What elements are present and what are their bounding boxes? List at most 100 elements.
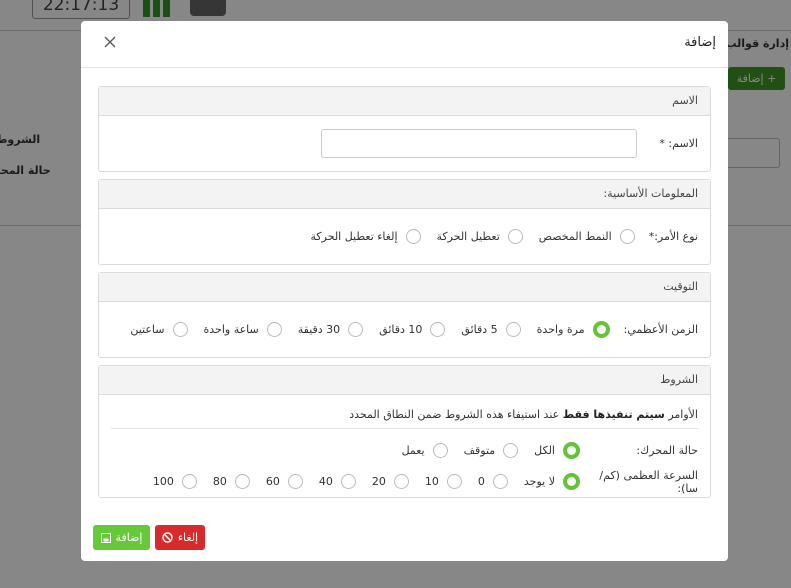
radio-option[interactable]: 0 xyxy=(478,474,508,489)
section-body: الزمن الأعظمي: مرة واحدة 5 دقائق 10 دقائق 30… xyxy=(99,302,710,357)
radio-button[interactable] xyxy=(446,474,462,489)
radio-label: 10 xyxy=(424,475,439,488)
section-title: المعلومات الأساسية: xyxy=(99,180,710,209)
radio-button[interactable] xyxy=(266,322,282,337)
field-row: الاسم: * xyxy=(111,116,698,171)
modal-header: إضافة xyxy=(81,21,728,68)
radio-option[interactable]: 80 xyxy=(213,474,250,489)
radio-option[interactable]: تعطيل الحركة xyxy=(437,229,523,244)
radio-button[interactable] xyxy=(181,474,197,489)
note-text: الأوامر xyxy=(668,408,698,421)
note-text: عند استيفاء هذه الشروط ضمن النطاق المحدد xyxy=(349,408,560,421)
radio-label: تعطيل الحركة xyxy=(436,230,500,243)
radio-button[interactable] xyxy=(348,322,364,337)
radio-option[interactable]: 100 xyxy=(153,474,197,489)
radio-button[interactable] xyxy=(393,474,409,489)
radio-label: متوقف xyxy=(463,444,496,457)
radio-group: الزمن الأعظمي: مرة واحدة 5 دقائق 10 دقائق 30… xyxy=(111,302,698,357)
radio-button[interactable] xyxy=(234,474,250,489)
radio-label: 30 دقيقة xyxy=(297,323,341,336)
radio-button[interactable] xyxy=(432,443,448,458)
play-button[interactable] xyxy=(190,0,226,16)
engine-label: حالة المحر xyxy=(0,164,51,177)
modal-title: إضافة xyxy=(684,35,716,50)
radio-option[interactable]: يعمل xyxy=(402,443,448,458)
radio-button[interactable] xyxy=(287,474,303,489)
radio-button[interactable] xyxy=(505,322,521,337)
radio-option[interactable]: ساعتين xyxy=(130,322,188,337)
cancel-label: إلغاء xyxy=(177,531,199,544)
radio-option[interactable]: إلغاء تعطيل الحركة xyxy=(311,229,421,244)
note-bold: سيتم تنفيذها فقط xyxy=(562,408,665,421)
group-label: الزمن الأعظمي: xyxy=(623,323,698,336)
radio-label: 10 دقائق xyxy=(379,323,423,336)
radio-label: النمط المخصص xyxy=(538,230,612,243)
cancel-icon xyxy=(162,532,173,543)
radio-option[interactable]: 60 xyxy=(266,474,303,489)
section: المعلومات الأساسية: نوع الأمر:* النمط المخ… xyxy=(98,179,711,265)
radio-button[interactable] xyxy=(619,229,635,244)
radio-option[interactable]: مرة واحدة xyxy=(537,321,610,338)
radio-button[interactable] xyxy=(492,474,508,489)
radio-option[interactable]: 40 xyxy=(319,474,356,489)
radio-button[interactable] xyxy=(172,322,188,337)
radio-label: 20 xyxy=(371,475,386,488)
radio-button[interactable] xyxy=(507,229,523,244)
radio-label: 5 دقائق xyxy=(461,323,498,336)
sections: الاسم الاسم: * المعلومات الأساسية: نوع الأم… xyxy=(98,86,711,505)
radio-button[interactable] xyxy=(563,473,580,490)
group-label: نوع الأمر:* xyxy=(648,230,698,243)
radio-label: 40 xyxy=(318,475,333,488)
cancel-button[interactable]: إلغاء xyxy=(155,525,205,550)
close-button[interactable] xyxy=(104,36,116,48)
radio-button[interactable] xyxy=(592,321,610,338)
radio-group: السرعة العظمى (كم/سا): لا يوجد 0 10 20 40 60 80… xyxy=(111,466,698,497)
save-button[interactable]: إضافة xyxy=(93,525,150,550)
radio-button[interactable] xyxy=(563,442,580,459)
section-title: الاسم xyxy=(99,87,710,116)
add-button[interactable]: إضافة + xyxy=(728,67,785,90)
radio-button[interactable] xyxy=(430,322,446,337)
menu-title: إدارة قوالب xyxy=(725,37,790,50)
grid-icon[interactable] xyxy=(143,0,170,17)
section-body: الأوامر سيتم تنفيذها فقط عند استيفاء هذه… xyxy=(99,395,710,497)
section: الاسم الاسم: * xyxy=(98,86,711,172)
radio-label: 100 xyxy=(152,475,174,488)
radio-label: 60 xyxy=(265,475,280,488)
note: الأوامر سيتم تنفيذها فقط عند استيفاء هذه… xyxy=(111,395,698,429)
radio-label: الكل xyxy=(534,444,555,457)
text-input[interactable] xyxy=(321,129,638,158)
clock: 22:17:13 xyxy=(32,0,130,19)
radio-group: حالة المحرك: الكل متوقف يعمل xyxy=(111,435,698,466)
section-body: الاسم: * xyxy=(99,116,710,171)
group-label: السرعة العظمى (كم/سا): xyxy=(599,468,698,495)
section-body: نوع الأمر:* النمط المخصص تعطيل الحركة إلغاء… xyxy=(99,209,710,264)
radio-button[interactable] xyxy=(503,443,519,458)
footer: إضافة إلغاء xyxy=(93,525,210,550)
radio-option[interactable]: لا يوجد xyxy=(524,473,580,490)
save-icon xyxy=(100,532,111,543)
radio-option[interactable]: 10 دقائق xyxy=(379,322,446,337)
radio-label: لا يوجد xyxy=(523,475,555,488)
conditions-label: الشروط xyxy=(0,133,41,146)
radio-label: مرة واحدة xyxy=(536,323,585,336)
radio-label: 80 xyxy=(212,475,227,488)
radio-label: ساعتين xyxy=(130,323,165,336)
radio-option[interactable]: 30 دقيقة xyxy=(297,322,364,337)
group-label: حالة المحرك: xyxy=(636,444,698,457)
radio-option[interactable]: النمط المخصص xyxy=(539,229,635,244)
radio-option[interactable]: متوقف xyxy=(464,443,519,458)
radio-label: ساعة واحدة xyxy=(203,323,259,336)
radio-option[interactable]: 10 xyxy=(425,474,462,489)
radio-label: 0 xyxy=(477,475,485,488)
radio-option[interactable]: ساعة واحدة xyxy=(204,322,282,337)
radio-group: نوع الأمر:* النمط المخصص تعطيل الحركة إلغاء… xyxy=(111,209,698,264)
radio-button[interactable] xyxy=(405,229,421,244)
radio-button[interactable] xyxy=(340,474,356,489)
radio-option[interactable]: 20 xyxy=(372,474,409,489)
field-label: الاسم: * xyxy=(659,137,698,150)
radio-option[interactable]: الكل xyxy=(534,442,580,459)
radio-option[interactable]: 5 دقائق xyxy=(461,322,521,337)
section-title: التوقيت xyxy=(99,273,710,302)
